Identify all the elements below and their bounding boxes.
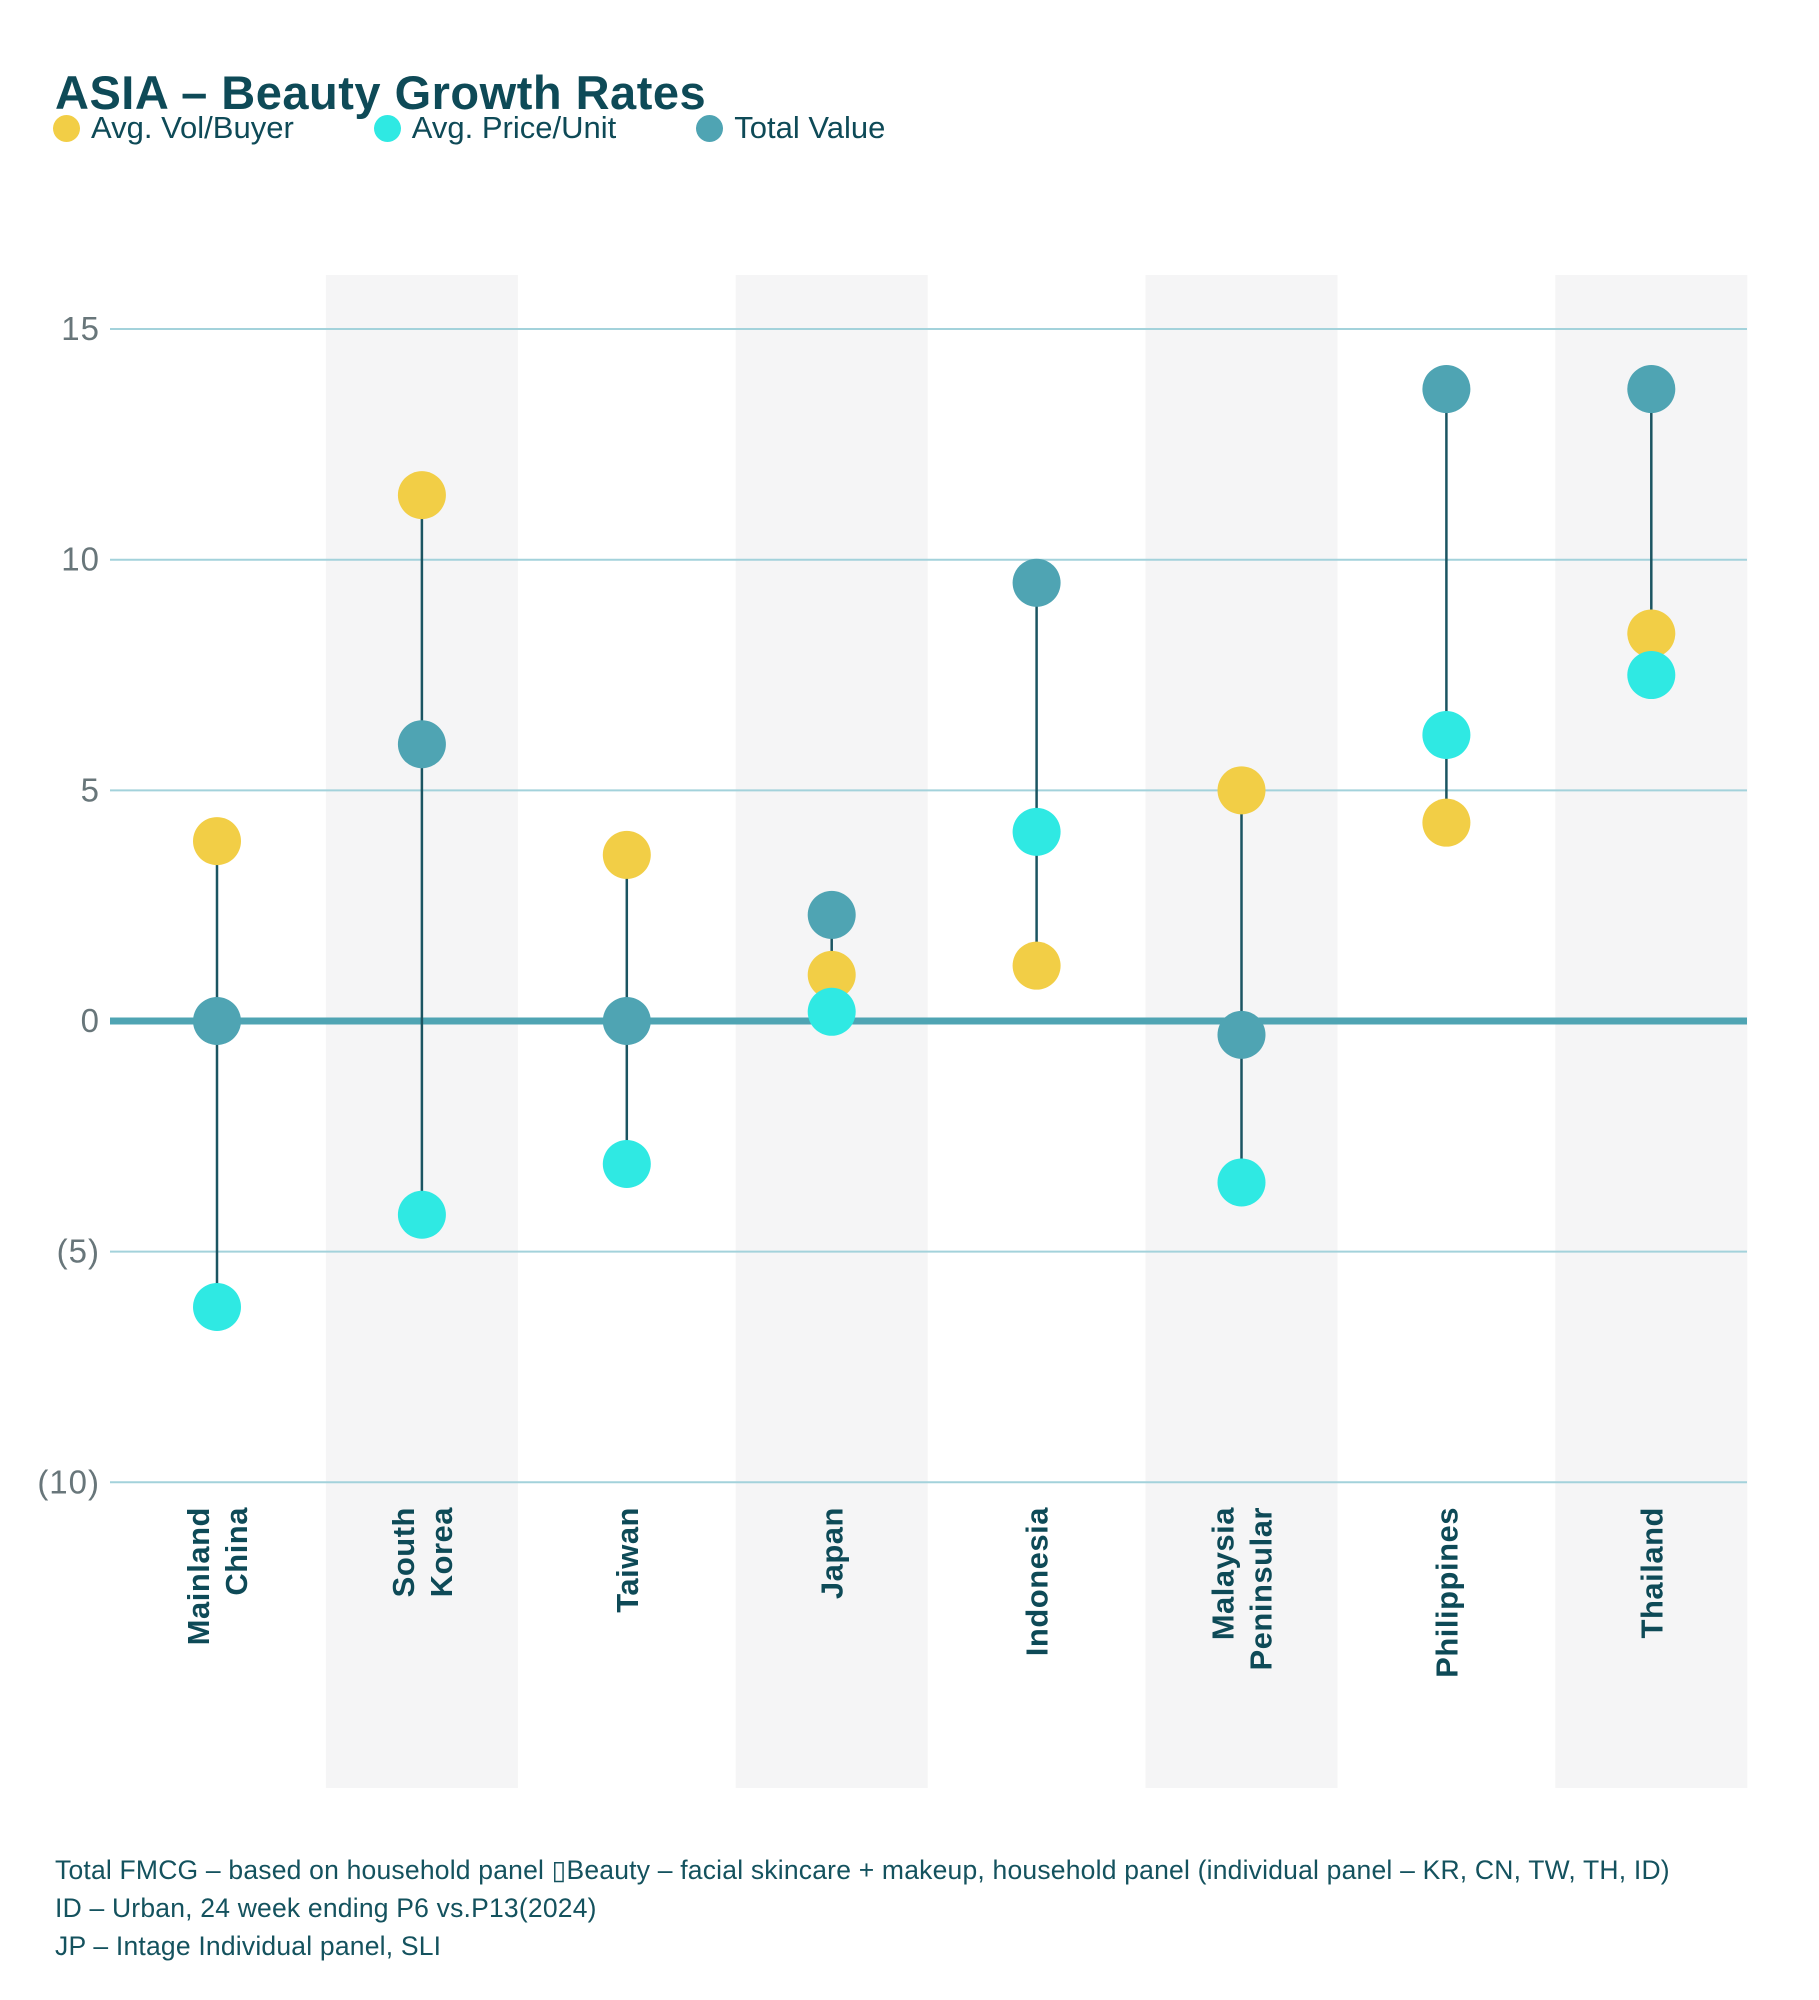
dot-avg-vol-buyer — [1422, 798, 1471, 847]
dot-total-value — [397, 720, 446, 769]
page-title: ASIA – Beauty Growth Rates — [55, 66, 707, 120]
dot-avg-price-unit — [1627, 651, 1676, 700]
footnote-line: Total FMCG – based on household panel ▯B… — [55, 1855, 1670, 1885]
dot-total-value — [1012, 558, 1061, 607]
legend-item-avg-vol-buyer: Avg. Vol/Buyer — [53, 110, 294, 146]
category-label: Indonesia — [1020, 1507, 1055, 1656]
category-label: Thailand — [1634, 1507, 1669, 1638]
y-tick-label: 0 — [81, 1002, 100, 1039]
category-label: Korea — [424, 1507, 459, 1598]
y-tick-label: 10 — [61, 541, 100, 578]
category-label: Peninsular — [1244, 1507, 1279, 1671]
dot-total-value — [807, 890, 856, 939]
dot-total-value — [1217, 1010, 1266, 1059]
legend-dot-icon — [696, 114, 724, 142]
dot-avg-vol-buyer — [1012, 941, 1061, 990]
dot-avg-price-unit — [1422, 710, 1471, 759]
dot-avg-vol-buyer — [1627, 609, 1676, 658]
y-tick-label: (10) — [37, 1463, 100, 1500]
legend-label: Avg. Price/Unit — [411, 110, 617, 145]
chart-footnotes: Total FMCG – based on household panel ▯B… — [55, 1852, 1670, 1966]
dot-avg-price-unit — [807, 987, 856, 1036]
dot-avg-price-unit — [193, 1283, 241, 1332]
legend-label: Avg. Vol/Buyer — [91, 110, 294, 145]
dot-avg-price-unit — [602, 1140, 651, 1189]
legend-label: Total Value — [734, 110, 886, 145]
dot-avg-vol-buyer — [602, 830, 651, 879]
category-label: Philippines — [1429, 1507, 1464, 1678]
category-label: Taiwan — [610, 1507, 645, 1613]
category-label: Malaysia — [1206, 1507, 1241, 1641]
category-label: South — [386, 1507, 421, 1597]
chart-legend: Avg. Vol/Buyer Avg. Price/Unit Total Value — [53, 110, 885, 146]
dot-total-value — [602, 997, 651, 1045]
dot-total-value — [1422, 365, 1471, 414]
footnote-line: JP – Intage Individual panel, SLI — [55, 1930, 442, 1961]
dot-avg-price-unit — [1012, 807, 1061, 856]
y-tick-label: 15 — [61, 310, 100, 347]
dot-avg-price-unit — [1217, 1158, 1266, 1207]
dot-avg-vol-buyer — [397, 471, 446, 520]
dot-total-value — [1627, 365, 1676, 414]
dot-avg-price-unit — [397, 1190, 446, 1239]
dot-total-value — [193, 997, 241, 1045]
category-label: Japan — [815, 1507, 850, 1599]
y-tick-label: (5) — [57, 1233, 100, 1270]
category-label: Mainland — [181, 1507, 216, 1645]
y-tick-label: 5 — [81, 771, 100, 808]
dot-avg-vol-buyer — [807, 950, 856, 999]
legend-dot-icon — [53, 114, 80, 142]
legend-item-total-value: Total Value — [696, 110, 885, 146]
dot-avg-vol-buyer — [193, 817, 241, 866]
dot-avg-vol-buyer — [1217, 766, 1266, 815]
category-label: China — [219, 1507, 254, 1596]
legend-dot-icon — [373, 114, 401, 142]
legend-item-avg-price-unit: Avg. Price/Unit — [373, 110, 617, 146]
footnote-line: ID – Urban, 24 week ending P6 vs.P13(202… — [55, 1892, 597, 1923]
